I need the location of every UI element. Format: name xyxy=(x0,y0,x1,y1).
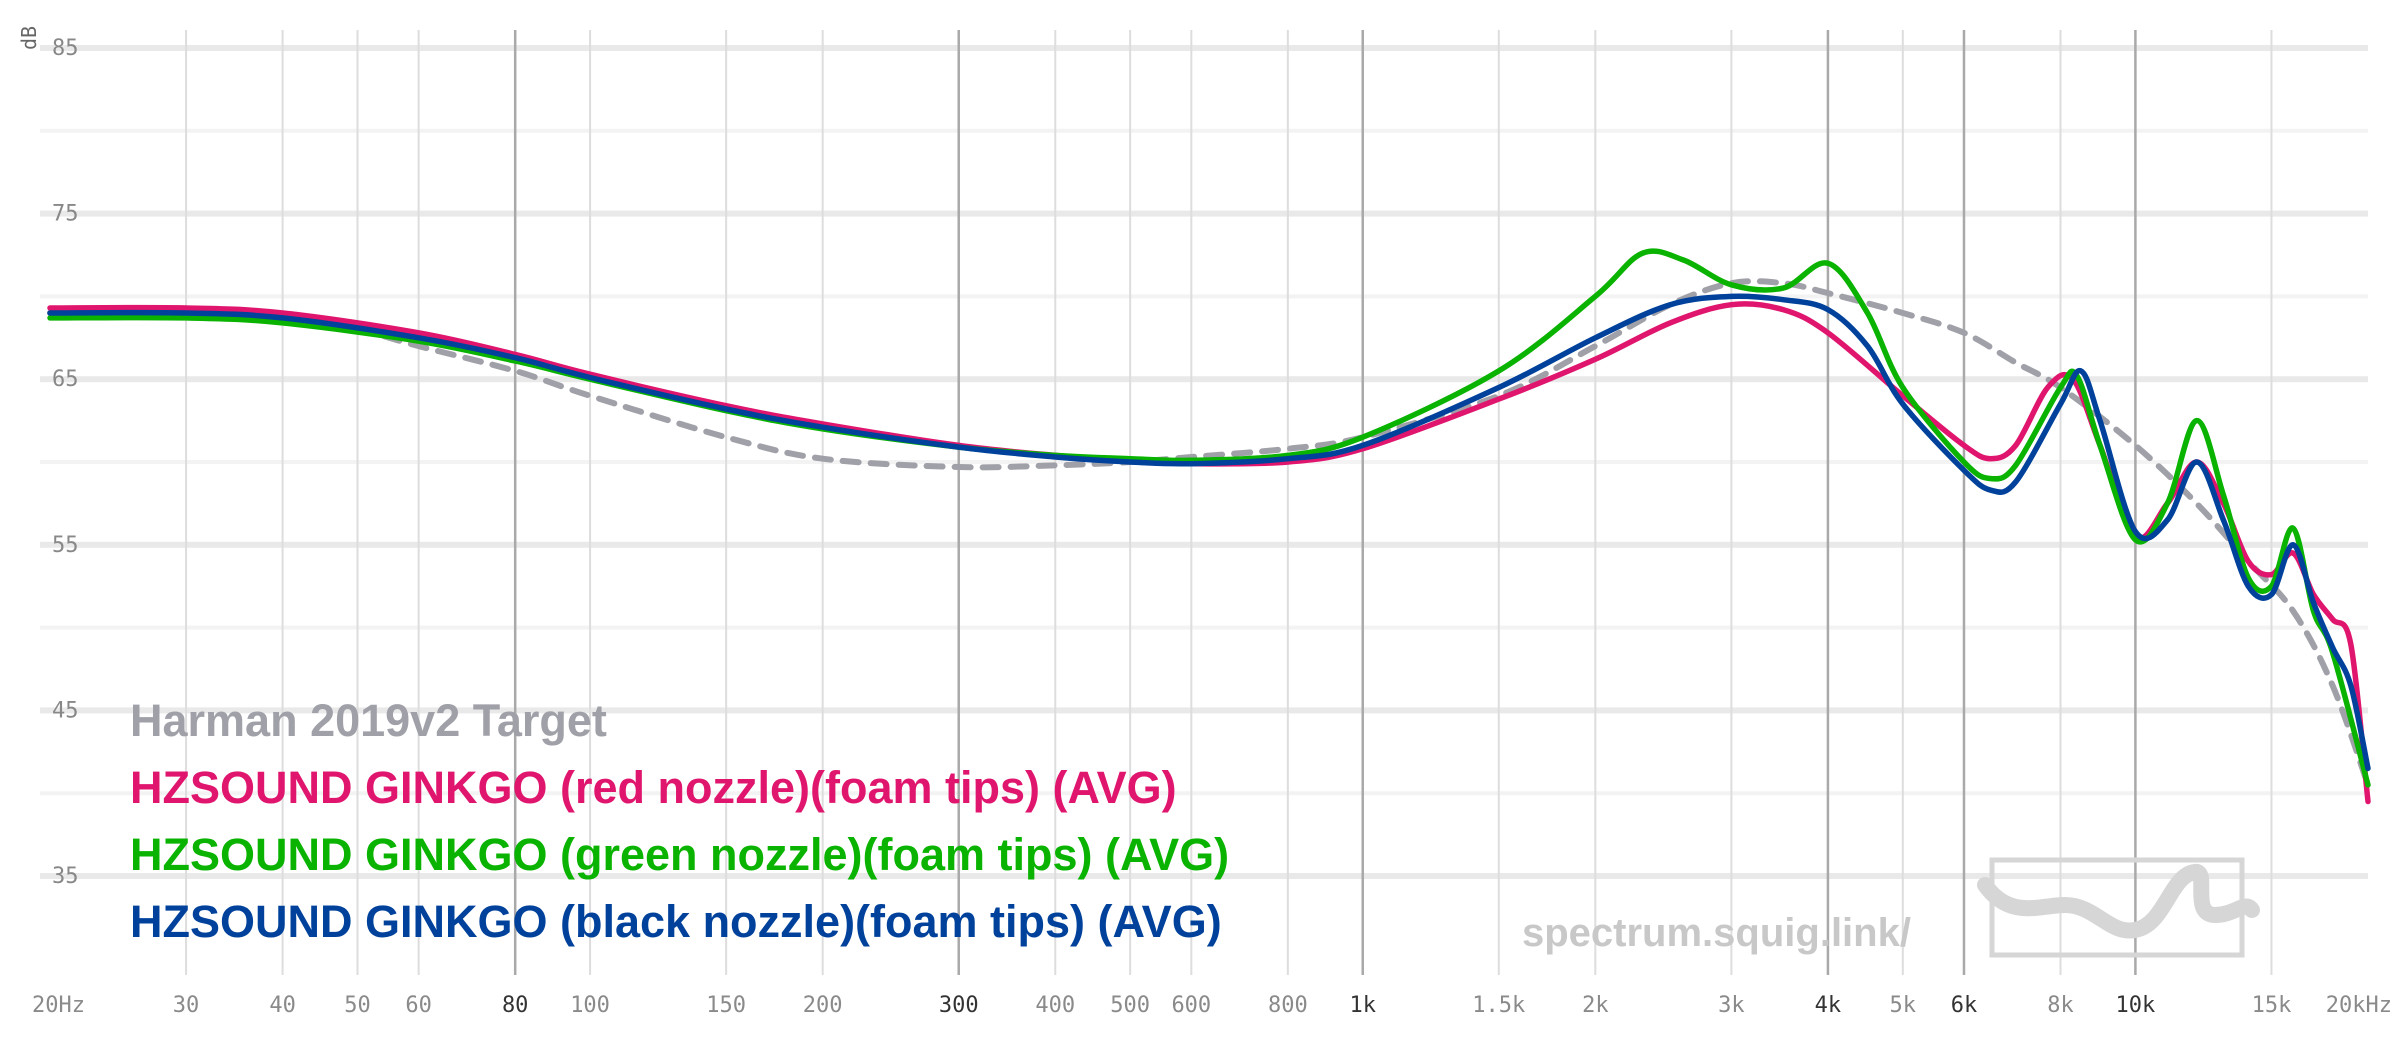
y-tick-label: 75 xyxy=(52,202,79,227)
legend-entry-2: HZSOUND GINKGO (green nozzle)(foam tips)… xyxy=(130,829,1229,880)
legend-entry-0: Harman 2019v2 Target xyxy=(130,695,607,746)
x-tick-label: 1k xyxy=(1349,993,1376,1018)
y-axis-labels: 85 75 65 55 45 35 xyxy=(52,36,79,889)
x-tick-label: 1.5k xyxy=(1472,993,1525,1018)
x-tick-label: 4k xyxy=(1815,993,1842,1018)
legend-entry-3: HZSOUND GINKGO (black nozzle)(foam tips)… xyxy=(130,896,1222,947)
curves xyxy=(47,248,2371,805)
x-tick-label: 600 xyxy=(1171,993,1211,1018)
y-tick-label: 85 xyxy=(52,36,79,61)
x-tick-label: 15k xyxy=(2252,993,2292,1018)
y-tick-label: 65 xyxy=(52,367,79,392)
x-tick-label: 800 xyxy=(1268,993,1308,1018)
x-tick-label: 2k xyxy=(1582,993,1609,1018)
x-tick-label: 8k xyxy=(2047,993,2074,1018)
x-tick-label: 60 xyxy=(405,993,432,1018)
x-tick-label: 200 xyxy=(803,993,843,1018)
watermark-text: spectrum.squig.link/ xyxy=(1522,911,1911,955)
x-tick-label: 80 xyxy=(502,993,529,1018)
x-tick-label: 50 xyxy=(344,993,371,1018)
x-tick-label: 30 xyxy=(173,993,200,1018)
squiglink-logo xyxy=(1977,857,2260,958)
x-tick-label: 6k xyxy=(1951,993,1978,1018)
x-tick-label: 3k xyxy=(1718,993,1745,1018)
y-axis-unit: dB xyxy=(17,26,41,50)
x-tick-label: 20Hz xyxy=(32,993,85,1018)
x-tick-label: 20kHz xyxy=(2326,993,2392,1018)
legend-entry-1: HZSOUND GINKGO (red nozzle)(foam tips) (… xyxy=(130,762,1177,813)
x-tick-label: 400 xyxy=(1035,993,1075,1018)
y-tick-label: 55 xyxy=(52,533,79,558)
x-tick-label: 10k xyxy=(2116,993,2156,1018)
y-tick-label: 45 xyxy=(52,698,79,723)
x-tick-label: 150 xyxy=(706,993,746,1018)
x-tick-label: 500 xyxy=(1110,993,1150,1018)
series-line-3 xyxy=(47,293,2371,772)
x-tick-label: 40 xyxy=(269,993,296,1018)
x-tick-label: 5k xyxy=(1890,993,1917,1018)
y-tick-label: 35 xyxy=(52,864,79,889)
x-tick-label: 300 xyxy=(939,993,979,1018)
x-tick-label: 100 xyxy=(570,993,610,1018)
legend: Harman 2019v2 Target HZSOUND GINKGO (red … xyxy=(130,695,1229,947)
x-axis-labels: 20Hz 30 40 50 60 80 100 150 200 300 400 500 600 800 1k… xyxy=(32,993,2392,1018)
